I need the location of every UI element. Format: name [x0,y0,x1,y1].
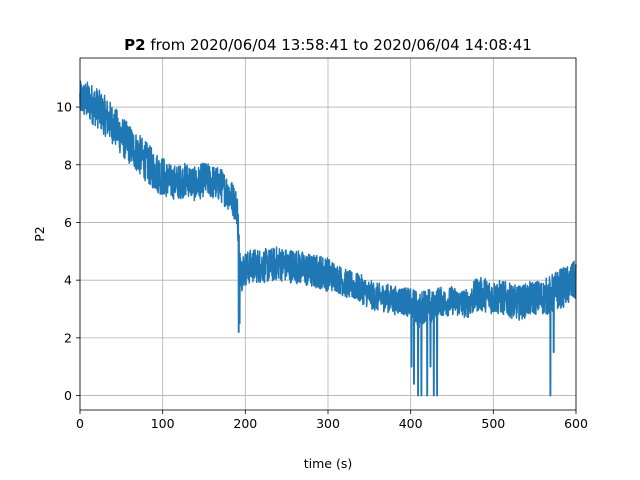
y-ticks: 0 2 4 6 8 10 [56,100,80,403]
chart-title: P2 from 2020/06/04 13:58:41 to 2020/06/0… [124,36,532,54]
chart-title-rest: from 2020/06/04 13:58:41 to 2020/06/04 1… [146,36,532,54]
y-tick-label: 8 [64,157,72,172]
series-line [79,80,577,397]
y-tick-label: 2 [64,330,72,345]
x-tick-label: 500 [481,416,505,431]
x-tick-label: 600 [564,416,588,431]
x-tick-label: 0 [76,416,84,431]
y-tick-label: 6 [64,215,72,230]
x-axis-label: time (s) [304,456,352,471]
y-tick-label: 4 [64,273,72,288]
x-tick-label: 300 [316,416,340,431]
y-tick-label: 10 [56,100,72,115]
x-ticks: 0 100 200 300 400 500 600 [76,410,588,431]
x-tick-label: 200 [233,416,257,431]
x-tick-label: 400 [399,416,423,431]
plot-line-group [79,80,577,397]
grid [79,58,577,410]
y-axis-label: P2 [32,226,47,242]
chart-title-bold: P2 [124,36,145,54]
y-tick-label: 0 [64,388,72,403]
x-tick-label: 100 [151,416,175,431]
